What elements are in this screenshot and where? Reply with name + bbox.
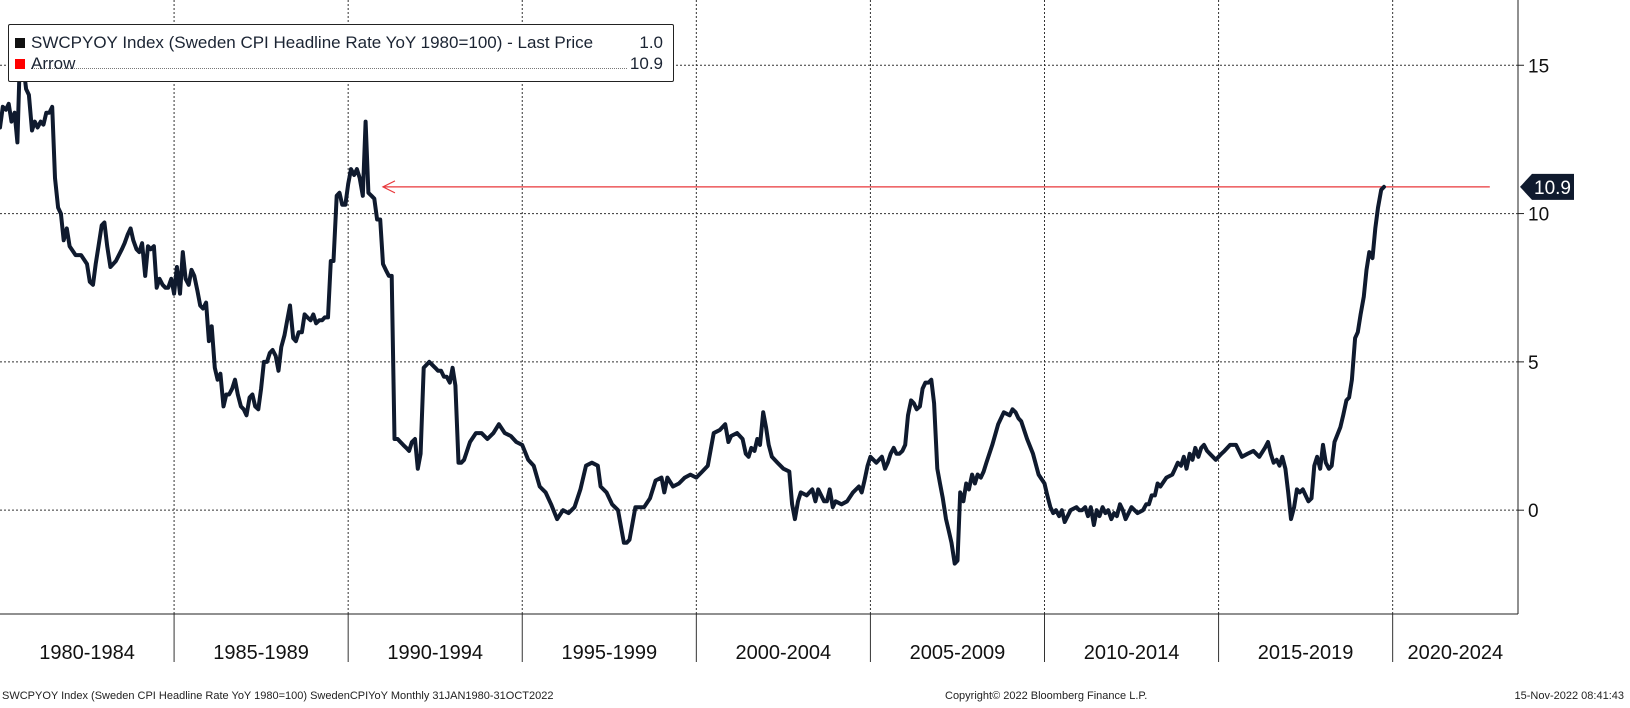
legend-box[interactable]: SWCPYOY Index (Sweden CPI Headline Rate … xyxy=(8,24,674,82)
legend-leader-dots xyxy=(31,68,627,69)
legend-series-value: 1.0 xyxy=(639,33,663,52)
y-tick-label: 5 xyxy=(1528,353,1539,374)
x-period-label: 2015-2019 xyxy=(1258,642,1354,664)
footer-timestamp: 15-Nov-2022 08:41:43 xyxy=(1514,690,1624,702)
x-period-label: 1980-1984 xyxy=(39,642,135,664)
legend-series-swatch xyxy=(15,38,25,48)
series-line-group xyxy=(0,45,1386,566)
x-period-label: 2000-2004 xyxy=(736,642,832,664)
x-period-label: 2005-2009 xyxy=(910,642,1006,664)
last-value-tag: 10.9 xyxy=(1520,173,1574,200)
legend-series-label: SWCPYOY Index (Sweden CPI Headline Rate … xyxy=(31,33,594,52)
footer-copyright: Copyright© 2022 Bloomberg Finance L.P. xyxy=(945,690,1148,702)
x-period-label: 2010-2014 xyxy=(1084,642,1180,664)
legend-arrow-value: 10.9 xyxy=(629,54,663,73)
arrow-annotation xyxy=(381,180,1490,194)
last-value-tag-bg xyxy=(1520,173,1574,200)
gridlines xyxy=(0,0,1518,614)
footer-source: SWCPYOY Index (Sweden CPI Headline Rate … xyxy=(2,690,554,702)
legend-series-row: SWCPYOY Index (Sweden CPI Headline Rate … xyxy=(15,32,663,54)
legend-arrow-swatch xyxy=(15,59,25,69)
arrow-head xyxy=(381,180,396,194)
legend-arrow-label: Arrow xyxy=(31,54,76,73)
y-axis-tick-labels: 0 5 10 15 xyxy=(1528,56,1549,522)
x-period-label: 1995-1999 xyxy=(561,642,657,664)
x-period-label: 1985-1989 xyxy=(213,642,309,664)
legend-arrow-row: Arrow 10.9 xyxy=(15,53,663,75)
y-tick-label: 10 xyxy=(1528,205,1549,226)
series-line xyxy=(0,45,1386,566)
x-period-label: 1990-1994 xyxy=(387,642,483,664)
x-axis-period-labels: 1980-1984 1985-1989 1990-1994 1995-1999 2000… xyxy=(39,642,1503,664)
x-period-label: 2020-2024 xyxy=(1408,642,1504,664)
last-value-tag-text: 10.9 xyxy=(1534,178,1571,199)
y-tick-label: 0 xyxy=(1528,501,1539,522)
y-tick-label: 15 xyxy=(1528,56,1549,77)
axes xyxy=(0,0,1524,662)
